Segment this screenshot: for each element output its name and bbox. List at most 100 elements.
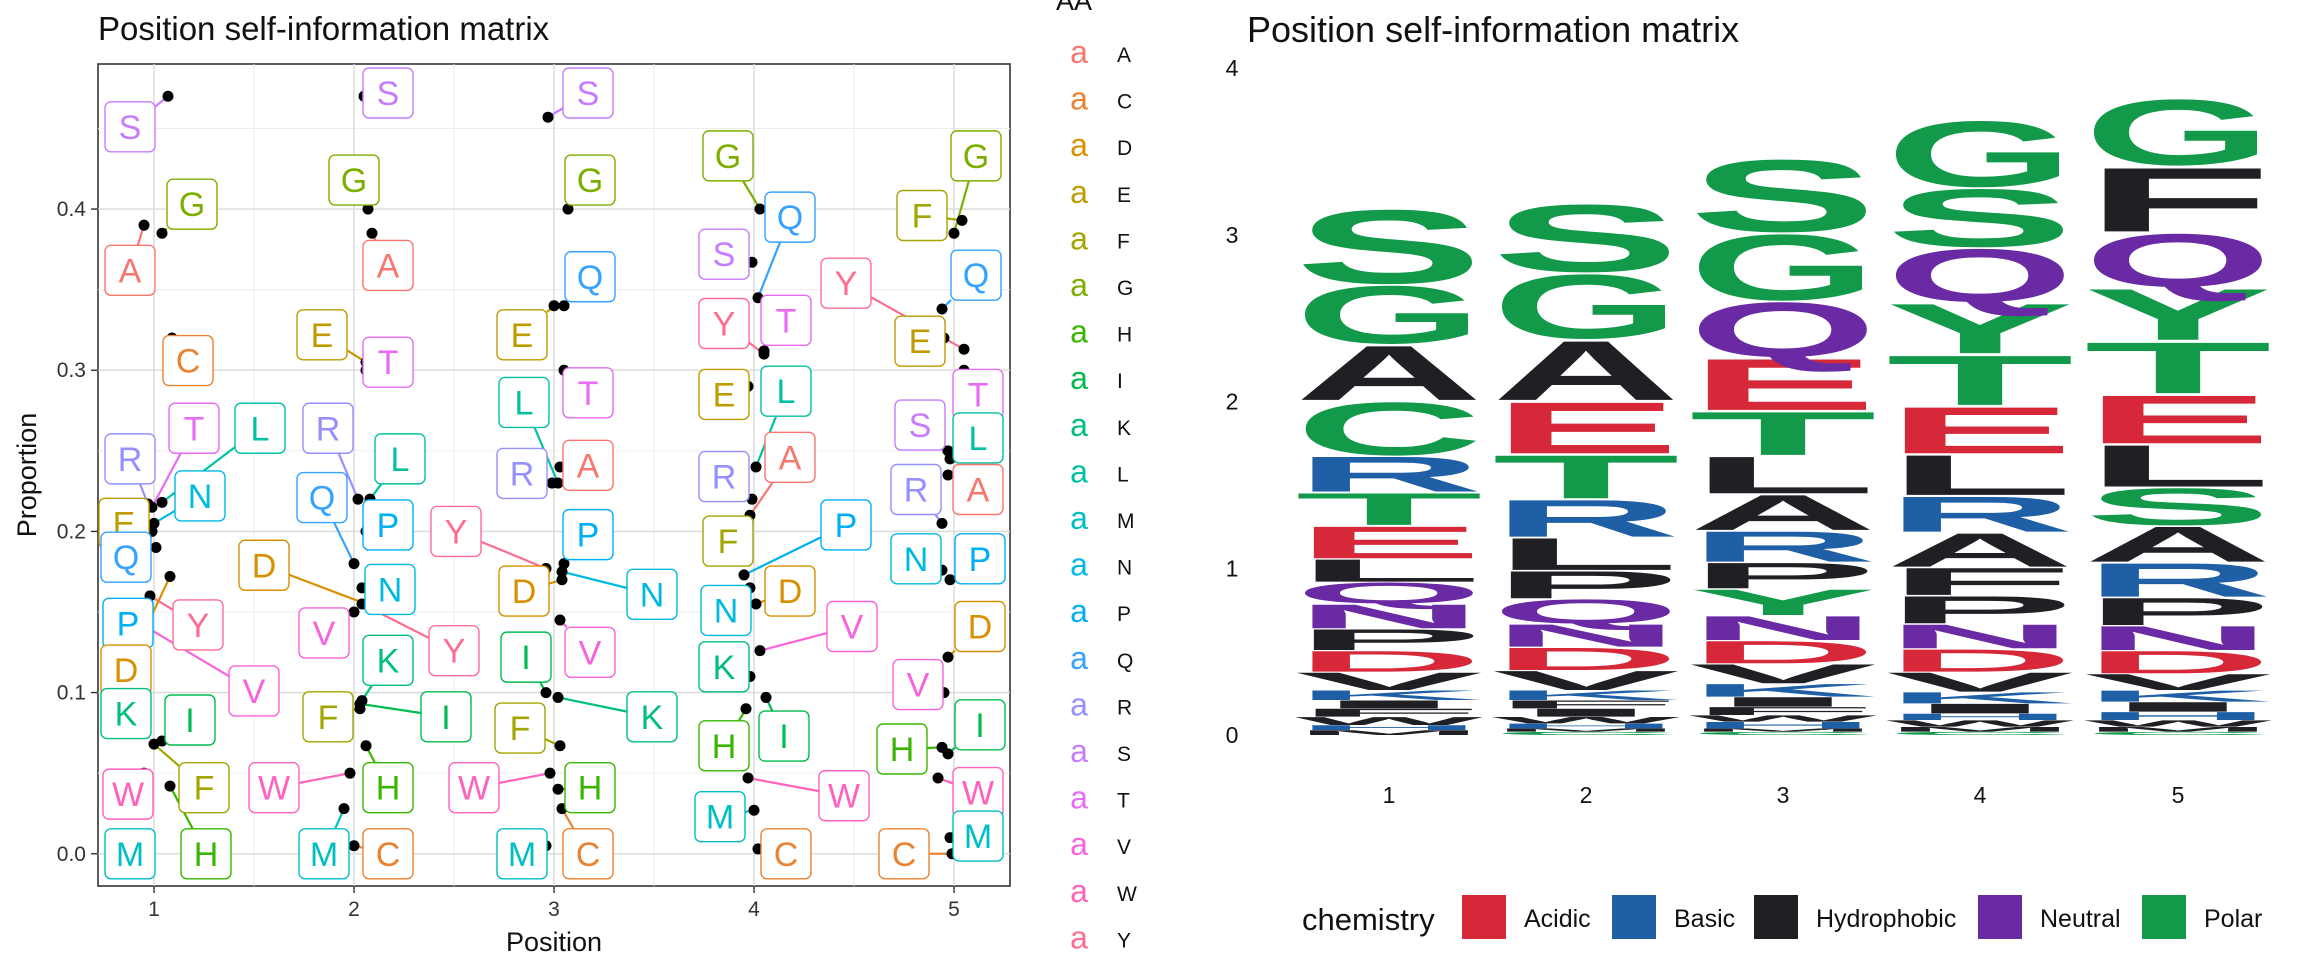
aa-legend-label: V [1117,836,1131,859]
chemistry-legend-item-basic: Basic [1612,895,1735,939]
label-text: C [176,343,201,381]
point-label-m: M [694,790,746,843]
label-box [362,239,414,292]
chemistry-legend-label: Hydrophobic [1816,905,1956,933]
point-label-d: D [954,600,1006,653]
label-text: Q [777,199,803,237]
label-box [500,631,552,683]
logo-letter-r: R [1492,489,1680,548]
point-label-c: C [760,828,812,880]
data-point [554,740,566,752]
logo-letter-s: S [1492,184,1680,292]
point-label-f: F [178,761,230,814]
aa-legend-label: M [1117,510,1135,533]
chemistry-legend-swatch [2142,895,2186,939]
label-text: M [310,836,338,874]
logo-y-tick-label: 1 [1226,555,1239,581]
logo-letter-t: T [1689,399,1877,468]
label-box [764,191,816,243]
point-label-l: L [374,433,426,485]
label-text: Q [577,259,603,297]
data-point [148,738,160,750]
logo-x-tick-label: 1 [1383,782,1396,808]
label-box [758,710,810,762]
logo-letter-g: G [1886,102,2074,207]
logo-letter-y: Y [1886,289,2074,368]
label-text: R [316,410,341,448]
data-point [936,517,948,529]
label-text: L [515,384,534,422]
label-box [174,470,226,522]
leader-line [337,452,360,500]
data-point [360,740,372,752]
point-label-e: E [496,309,548,361]
point-label-m: M [298,828,350,880]
label-box [700,584,752,637]
logo-letter-y: Y [1689,582,1877,623]
logo-y-axis: 0 1 2 3 4 [1226,55,1239,748]
logo-letter-i: I [1295,698,1483,711]
logo-x-tick-label: 4 [1974,782,1987,808]
logo-letter-m: M [1492,728,1680,733]
leader-line [498,772,551,784]
data-point [750,598,762,610]
leader-line [756,241,782,299]
label-text: E [713,376,736,414]
logo-letter-v: V [1295,667,1483,695]
data-point [366,227,378,239]
label-box [298,828,350,880]
point-label-c: C [362,828,414,880]
point-label-f: F [494,702,546,754]
point-label-y: Y [428,624,480,677]
aa-legend-label: A [1117,44,1131,67]
y-tick-label: 0.4 [57,198,87,221]
chemistry-legend-item-polar: Polar [2142,895,2262,939]
data-point [540,687,552,699]
point-label-d: D [764,565,816,617]
aa-legend-label: F [1117,230,1130,253]
logo-letter-w: W [1295,715,1483,728]
data-point [544,767,556,779]
label-box [420,691,472,743]
chemistry-legend-swatch [1978,895,2022,939]
logo-letter-d: D [1492,641,1680,677]
label-text: F [912,198,933,236]
chemistry-legend-item-hydrophobic: Hydrophobic [1754,895,1956,939]
label-text: M [116,836,144,874]
label-box [562,439,614,492]
label-text: M [964,818,992,856]
label-text: Y [713,305,736,343]
leader-line [952,180,970,234]
logo-x-axis: 1 2 3 4 5 [1383,782,2185,808]
label-box [362,761,414,814]
label-box [430,505,482,558]
logo-y-tick-label: 2 [1226,389,1239,415]
aa-legend-label: C [1117,91,1132,114]
logo-letter-t: T [1886,341,2074,420]
leader-line [147,627,230,678]
point-label-r: R [496,447,548,500]
data-point [352,493,364,505]
point-label-v: V [228,665,280,717]
logo-letter-g: G [2084,80,2272,185]
point-label-q: Q [764,191,816,243]
logo-letter-q: Q [1689,287,1877,374]
leader-line [747,776,820,793]
point-label-y: Y [430,505,482,558]
point-label-d: D [498,565,550,617]
data-point [558,300,570,312]
point-label-v: V [564,626,616,678]
point-label-c: C [162,334,214,387]
point-label-k: K [698,641,750,693]
logo-letter-f: F [1295,706,1483,719]
logo-letter-a: A [2084,516,2272,572]
data-point [760,691,772,703]
label-box [562,67,614,119]
point-label-s: S [698,228,750,280]
aa-legend-key: a [1070,34,1088,70]
label-box [362,336,414,388]
